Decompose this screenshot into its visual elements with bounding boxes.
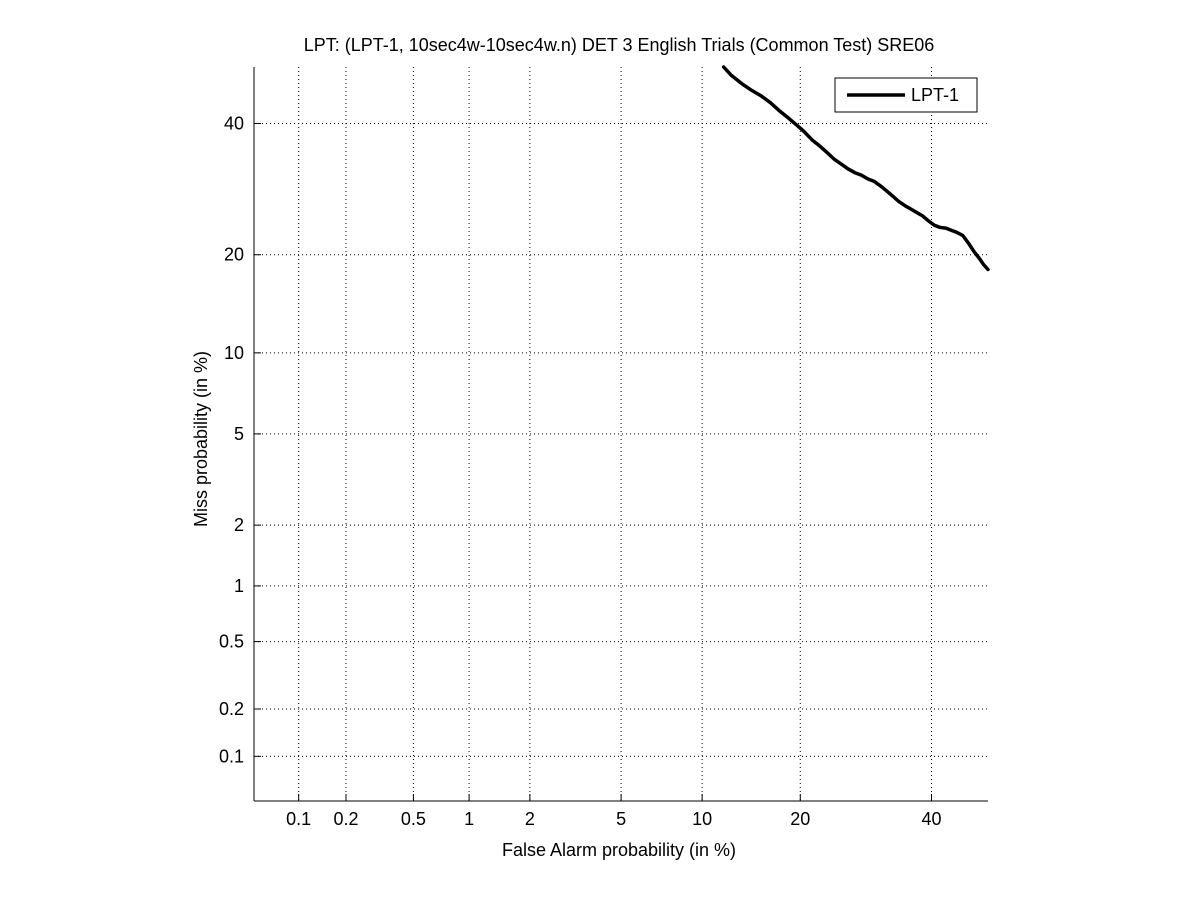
y-tick-label: 0.5 (219, 632, 244, 652)
x-tick-label: 0.5 (401, 809, 426, 829)
x-tick-label: 20 (790, 809, 810, 829)
x-tick-label: 10 (692, 809, 712, 829)
chart-title: LPT: (LPT-1, 10sec4w-10sec4w.n) DET 3 En… (304, 35, 935, 55)
y-tick-label: 5 (234, 424, 244, 444)
series-line-1 (721, 65, 990, 272)
tick-labels: 0.1 0.2 0.5 1 2 5 10 20 40 0.1 0.2 0.5 1 2 5 10 20 40 (219, 114, 942, 829)
x-axis-title: False Alarm probability (in %) (502, 840, 736, 860)
x-tick-label: 1 (464, 809, 474, 829)
legend: LPT-1 (834, 77, 978, 113)
y-tick-label: 2 (234, 515, 244, 535)
y-tick-label: 1 (234, 576, 244, 596)
series-lines (721, 65, 990, 272)
y-tick-label: 20 (224, 245, 244, 265)
y-axis-title: Miss probability (in %) (191, 351, 211, 527)
legend-label: LPT-1 (911, 85, 959, 105)
y-tick-label: 0.2 (219, 699, 244, 719)
x-tick-label: 5 (616, 809, 626, 829)
axes (253, 67, 988, 802)
y-tick-label: 0.1 (219, 746, 244, 766)
plot-area: 0.1 0.2 0.5 1 2 5 10 20 40 0.1 0.2 0.5 1 2 5 10 20 40 (219, 65, 990, 829)
x-tick-label: 2 (525, 809, 535, 829)
x-tick-label: 0.1 (286, 809, 311, 829)
x-tick-label: 40 (921, 809, 941, 829)
x-tick-label: 0.2 (333, 809, 358, 829)
y-tick-label: 40 (224, 114, 244, 134)
y-tick-label: 10 (224, 343, 244, 363)
